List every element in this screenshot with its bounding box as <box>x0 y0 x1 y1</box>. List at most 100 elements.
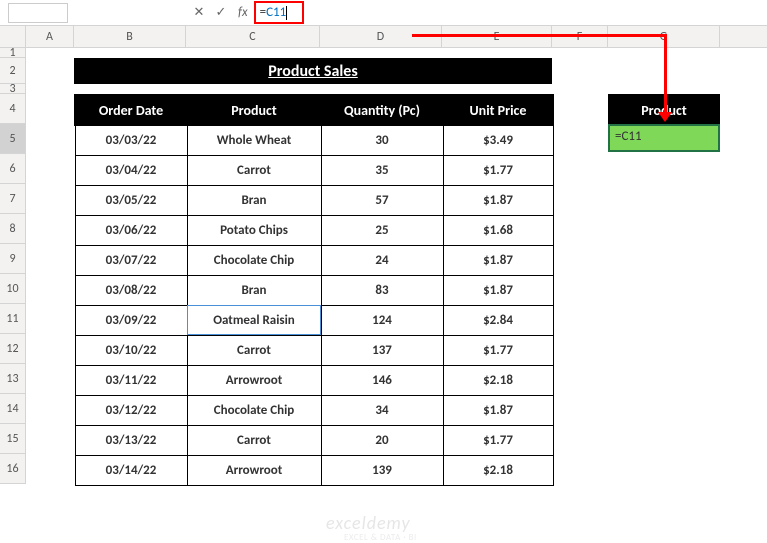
table-cell[interactable]: 137 <box>321 335 443 365</box>
table-row: 03/07/22Chocolate Chip24$1.87 <box>75 245 553 275</box>
table-row: 03/05/22Bran57$1.87 <box>75 185 553 215</box>
table-cell[interactable]: 124 <box>321 305 443 335</box>
row-hdr-1[interactable]: 1 <box>0 48 25 58</box>
name-box[interactable] <box>8 3 68 23</box>
row-hdr-12[interactable]: 12 <box>0 334 25 364</box>
table-cell[interactable]: 57 <box>321 185 443 215</box>
col-hdr-a[interactable]: A <box>26 26 74 47</box>
cells-area[interactable]: Product Sales Order DateProductQuantity … <box>26 48 767 484</box>
table-cell[interactable]: Carrot <box>187 425 321 455</box>
row-hdr-14[interactable]: 14 <box>0 394 25 424</box>
table-row: 03/09/22Oatmeal Raisin124$2.84 <box>75 305 553 335</box>
table-cell[interactable]: 03/04/22 <box>75 155 187 185</box>
row-hdr-10[interactable]: 10 <box>0 274 25 304</box>
table-cell[interactable]: 03/09/22 <box>75 305 187 335</box>
row-hdr-5[interactable]: 5 <box>0 124 25 154</box>
table-cell[interactable]: Whole Wheat <box>187 125 321 155</box>
col-hdr-e[interactable]: E <box>442 26 552 47</box>
table-cell[interactable]: 03/13/22 <box>75 425 187 455</box>
table-cell[interactable]: 03/07/22 <box>75 245 187 275</box>
table-row: 03/13/22Carrot20$1.77 <box>75 425 553 455</box>
referenced-cell-c11[interactable]: Oatmeal Raisin <box>187 305 321 335</box>
table-cell[interactable]: Chocolate Chip <box>187 245 321 275</box>
table-cell[interactable]: 20 <box>321 425 443 455</box>
col-hdr-g[interactable]: G <box>608 26 720 47</box>
table-row: 03/04/22Carrot35$1.77 <box>75 155 553 185</box>
table-cell[interactable]: Arrowroot <box>187 455 321 485</box>
row-hdr-7[interactable]: 7 <box>0 184 25 214</box>
side-header-product: Product <box>608 94 720 124</box>
table-cell[interactable]: 34 <box>321 395 443 425</box>
table-cell[interactable]: $2.84 <box>443 305 553 335</box>
col-hdr-c[interactable]: C <box>186 26 320 47</box>
col-hdr-b[interactable]: B <box>74 26 186 47</box>
table-cell[interactable]: 30 <box>321 125 443 155</box>
table-cell[interactable]: Arrowroot <box>187 365 321 395</box>
table-cell[interactable]: $1.87 <box>443 275 553 305</box>
table-cell[interactable]: Potato Chips <box>187 215 321 245</box>
row-hdr-16[interactable]: 16 <box>0 454 25 484</box>
table-cell[interactable]: $1.87 <box>443 245 553 275</box>
table-cell[interactable]: 03/05/22 <box>75 185 187 215</box>
text-cursor <box>286 6 287 20</box>
table-cell[interactable]: 83 <box>321 275 443 305</box>
table-cell[interactable]: 24 <box>321 245 443 275</box>
table-cell[interactable]: 35 <box>321 155 443 185</box>
table-cell[interactable]: $2.18 <box>443 455 553 485</box>
watermark: exceldemy <box>326 512 411 534</box>
table-cell[interactable]: 25 <box>321 215 443 245</box>
table-row: 03/12/22Chocolate Chip34$1.87 <box>75 395 553 425</box>
table-cell[interactable]: $3.49 <box>443 125 553 155</box>
table-row: 03/10/22Carrot137$1.77 <box>75 335 553 365</box>
col-hdr-d[interactable]: D <box>320 26 442 47</box>
table-row: 03/11/22Arrowroot146$2.18 <box>75 365 553 395</box>
table-cell[interactable]: $1.87 <box>443 185 553 215</box>
table-row: 03/14/22Arrowroot139$2.18 <box>75 455 553 485</box>
active-cell-g5[interactable]: =C11 <box>608 124 720 152</box>
row-hdr-11[interactable]: 11 <box>0 304 25 334</box>
formula-input[interactable]: =C11 <box>260 5 288 20</box>
table-cell[interactable]: $1.77 <box>443 155 553 185</box>
row-hdr-9[interactable]: 9 <box>0 244 25 274</box>
table-cell[interactable]: Bran <box>187 275 321 305</box>
table-cell[interactable]: Carrot <box>187 155 321 185</box>
table-cell[interactable]: 03/12/22 <box>75 395 187 425</box>
table-cell[interactable]: Carrot <box>187 335 321 365</box>
table-cell[interactable]: 146 <box>321 365 443 395</box>
table-header: Unit Price <box>443 95 553 125</box>
col-hdr-f[interactable]: F <box>552 26 608 47</box>
spreadsheet-grid: ABCDEFG 12345678910111213141516 Product … <box>0 26 767 484</box>
row-hdr-8[interactable]: 8 <box>0 214 25 244</box>
formula-ref: C11 <box>266 5 286 20</box>
table-cell[interactable]: $1.68 <box>443 215 553 245</box>
table-cell[interactable]: $2.18 <box>443 365 553 395</box>
table-cell[interactable]: $1.77 <box>443 425 553 455</box>
cancel-icon[interactable]: ✕ <box>188 5 210 20</box>
table-header: Order Date <box>75 95 187 125</box>
column-headers: ABCDEFG <box>0 26 767 48</box>
table-cell[interactable]: 03/11/22 <box>75 365 187 395</box>
table-cell[interactable]: 139 <box>321 455 443 485</box>
table-cell[interactable]: $1.77 <box>443 335 553 365</box>
table-cell[interactable]: Bran <box>187 185 321 215</box>
row-hdr-2[interactable]: 2 <box>0 58 25 84</box>
row-hdr-6[interactable]: 6 <box>0 154 25 184</box>
table-cell[interactable]: 03/03/22 <box>75 125 187 155</box>
row-hdr-13[interactable]: 13 <box>0 364 25 394</box>
table-header: Product <box>187 95 321 125</box>
table-cell[interactable]: 03/10/22 <box>75 335 187 365</box>
row-hdr-3[interactable]: 3 <box>0 84 25 94</box>
fx-icon[interactable]: fx <box>238 5 248 20</box>
formula-input-callout: =C11 <box>254 1 304 24</box>
select-all-corner[interactable] <box>0 26 26 47</box>
table-cell[interactable]: Chocolate Chip <box>187 395 321 425</box>
row-hdr-4[interactable]: 4 <box>0 94 25 124</box>
table-cell[interactable]: $1.87 <box>443 395 553 425</box>
table-cell[interactable]: 03/06/22 <box>75 215 187 245</box>
formula-bar: ✕ ✓ fx =C11 <box>0 0 767 26</box>
table-cell[interactable]: 03/14/22 <box>75 455 187 485</box>
enter-icon[interactable]: ✓ <box>210 5 232 20</box>
table-cell[interactable]: 03/08/22 <box>75 275 187 305</box>
table-row: 03/03/22Whole Wheat30$3.49 <box>75 125 553 155</box>
row-hdr-15[interactable]: 15 <box>0 424 25 454</box>
